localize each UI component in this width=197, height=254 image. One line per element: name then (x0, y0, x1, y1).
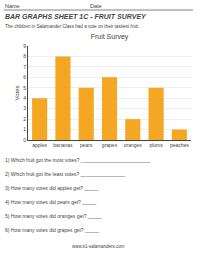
svg-text:Date: Date (90, 3, 102, 9)
svg-text:oranges: oranges (124, 142, 143, 148)
svg-text:Name: Name (5, 3, 20, 9)
svg-text:7: 7 (23, 64, 26, 70)
svg-text:2: 2 (23, 116, 26, 122)
svg-text:pears: pears (80, 142, 93, 148)
svg-text:1) Which fruit got the most vo: 1) Which fruit got the most votes? _____… (5, 157, 151, 163)
svg-text:The children in Salamander Cla: The children in Salamander Class had a v… (5, 24, 139, 29)
svg-text:2) Which fruit got the least v: 2) Which fruit got the least votes? ____… (5, 171, 125, 177)
svg-text:8: 8 (23, 53, 26, 59)
svg-text:5: 5 (23, 85, 26, 91)
svg-text:6: 6 (23, 74, 26, 80)
svg-text:peaches: peaches (170, 142, 189, 148)
svg-text:3: 3 (23, 105, 26, 111)
svg-text:9: 9 (23, 43, 26, 49)
svg-text:0: 0 (23, 137, 26, 143)
svg-text:4: 4 (23, 95, 26, 101)
svg-text:5) How many votes did oranges: 5) How many votes did oranges get? _____ (5, 213, 102, 219)
svg-text:1: 1 (23, 126, 26, 132)
svg-text:Votes: Votes (14, 85, 20, 100)
svg-text:3) How many votes did apples g: 3) How many votes did apples get? _____ (5, 185, 99, 191)
svg-text:grapes: grapes (102, 142, 118, 148)
svg-text:plums: plums (149, 142, 163, 148)
svg-text:apples: apples (32, 142, 47, 148)
svg-text:www.k1-salamanders.com: www.k1-salamanders.com (72, 244, 125, 249)
svg-text:Fruit Survey: Fruit Survey (91, 33, 129, 41)
svg-text:4) How many votes did pears ge: 4) How many votes did pears get? _____ (5, 199, 96, 205)
svg-text:BAR GRAPHS SHEET 1C - FRUIT SU: BAR GRAPHS SHEET 1C - FRUIT SURVEY (5, 13, 147, 20)
svg-text:bananas: bananas (53, 142, 73, 148)
svg-text:6) How many votes did grapes g: 6) How many votes did grapes get? _____ (5, 227, 99, 233)
